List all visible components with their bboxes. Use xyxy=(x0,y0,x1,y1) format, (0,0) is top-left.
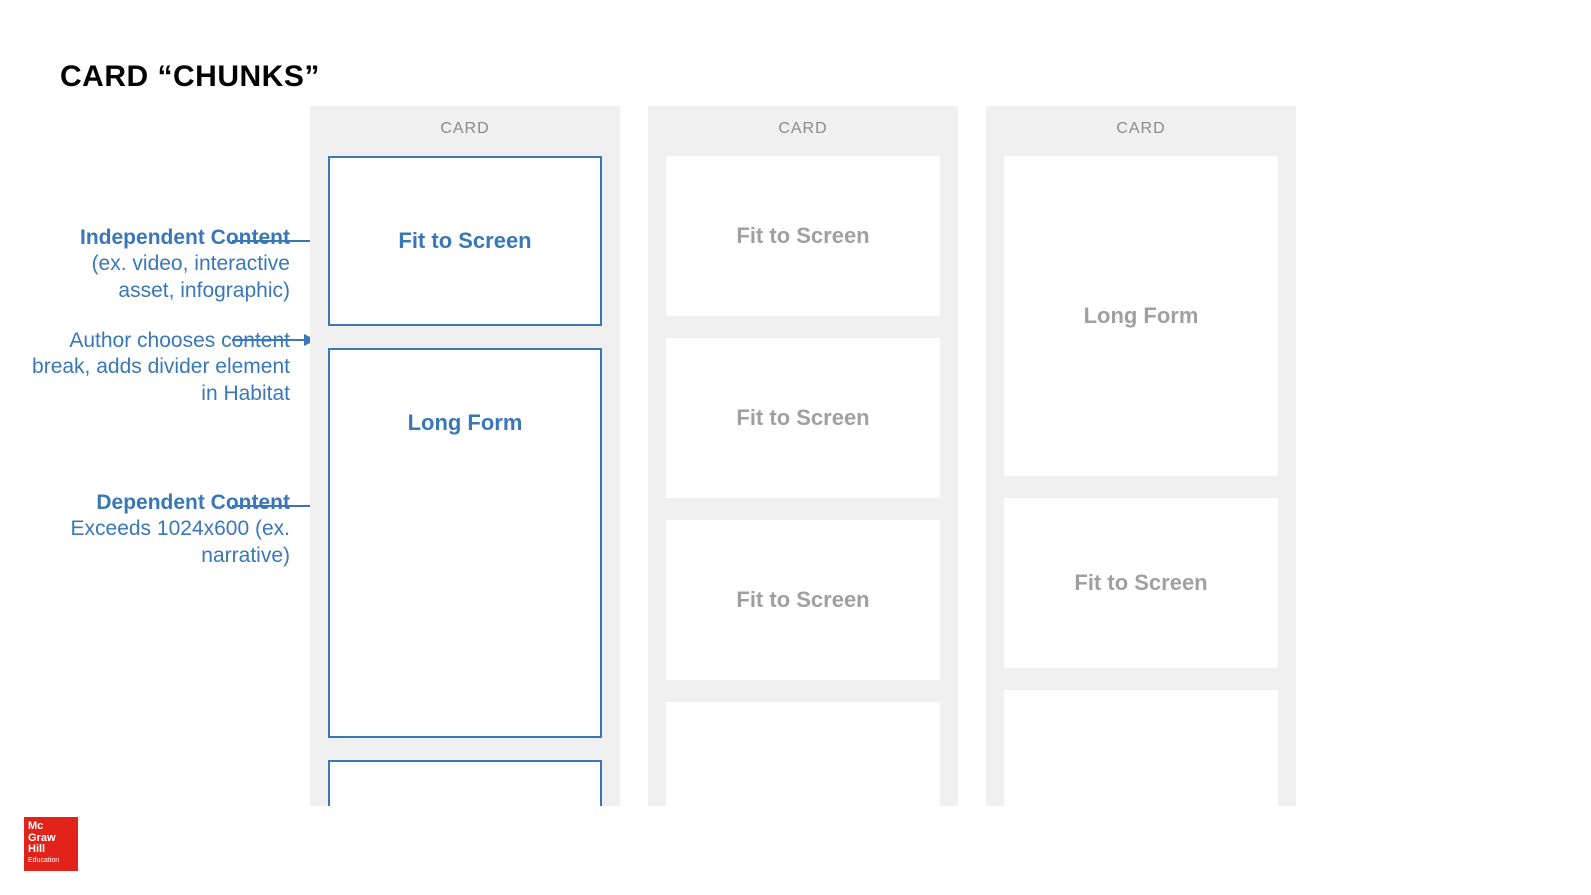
annotations-region: Independent Content (ex. video, interact… xyxy=(0,0,290,895)
chunk-label: Fit to Screen xyxy=(1074,570,1207,596)
chunk-long-form: Long Form xyxy=(1004,156,1278,476)
chunk-fit-to-screen: Fit to Screen xyxy=(666,520,940,680)
annot-independent-rest: (ex. video, interactive asset, infograph… xyxy=(92,252,290,301)
card-column-1: CARD Fit to Screen Long Form xyxy=(310,106,620,806)
annot-dependent-rest: Exceeds 1024x600 (ex. narrative) xyxy=(71,517,290,566)
chunk-label: Long Form xyxy=(1084,303,1199,329)
card-header: CARD xyxy=(1004,106,1278,156)
chunk-label: Long Form xyxy=(408,410,523,436)
connector-author-break-line xyxy=(232,339,304,341)
chunk-fit-to-screen: Fit to Screen xyxy=(328,156,602,326)
chunk-label: Fit to Screen xyxy=(736,587,869,613)
chunk-label: Fit to Screen xyxy=(736,405,869,431)
annot-independent: Independent Content (ex. video, interact… xyxy=(30,225,290,304)
chunk-fit-to-screen: Fit to Screen xyxy=(666,156,940,316)
chunk-label: Fit to Screen xyxy=(736,223,869,249)
annot-dependent: Dependent Content Exceeds 1024x600 (ex. … xyxy=(30,490,290,569)
card-header: CARD xyxy=(666,106,940,156)
card-columns: CARD Fit to Screen Long Form CARD Fit to… xyxy=(310,106,1296,806)
logo-line4: Education xyxy=(28,857,74,864)
chunk-label: Fit to Screen xyxy=(398,228,531,254)
chunk-empty xyxy=(328,760,602,806)
chunk-fit-to-screen: Fit to Screen xyxy=(666,338,940,498)
chunk-empty xyxy=(666,702,940,806)
logo-line1: Mc xyxy=(28,821,74,833)
annot-independent-bold: Independent Content xyxy=(80,226,290,249)
logo-line3: Hill xyxy=(28,844,74,856)
mcgraw-hill-logo: Mc Graw Hill Education xyxy=(24,817,78,871)
card-column-2: CARD Fit to Screen Fit to Screen Fit to … xyxy=(648,106,958,806)
annot-dependent-bold: Dependent Content xyxy=(96,491,290,514)
card-column-3: CARD Long Form Fit to Screen xyxy=(986,106,1296,806)
chunk-long-form: Long Form xyxy=(328,348,602,738)
chunk-empty xyxy=(1004,690,1278,806)
chunk-fit-to-screen: Fit to Screen xyxy=(1004,498,1278,668)
card-header: CARD xyxy=(328,106,602,156)
